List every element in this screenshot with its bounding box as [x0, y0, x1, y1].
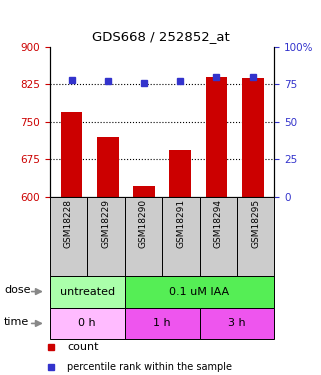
Text: 0 h: 0 h	[78, 318, 96, 328]
Text: 0.1 uM IAA: 0.1 uM IAA	[169, 286, 230, 297]
Bar	[125, 308, 200, 339]
Bar	[200, 197, 237, 276]
Bar	[125, 276, 274, 308]
Bar	[133, 186, 155, 197]
Bar	[87, 197, 125, 276]
Text: 3 h: 3 h	[228, 318, 246, 328]
Bar	[97, 137, 119, 197]
Text: GSM18290: GSM18290	[139, 199, 148, 248]
Bar	[61, 112, 82, 197]
Bar	[205, 77, 227, 197]
Bar	[169, 150, 191, 197]
Text: GSM18294: GSM18294	[214, 199, 223, 248]
Text: GDS668 / 252852_at: GDS668 / 252852_at	[91, 30, 230, 43]
Bar	[50, 308, 125, 339]
Text: percentile rank within the sample: percentile rank within the sample	[67, 362, 232, 372]
Text: time: time	[4, 317, 29, 327]
Bar	[162, 197, 200, 276]
Bar	[237, 197, 274, 276]
Bar	[50, 276, 125, 308]
Text: GSM18295: GSM18295	[251, 199, 260, 248]
Bar	[242, 78, 264, 197]
Text: GSM18229: GSM18229	[101, 199, 110, 248]
Text: GSM18228: GSM18228	[64, 199, 73, 248]
Bar	[200, 308, 274, 339]
Text: 1 h: 1 h	[153, 318, 171, 328]
Text: dose: dose	[4, 285, 30, 295]
Text: count: count	[67, 342, 99, 352]
Text: untreated: untreated	[60, 286, 115, 297]
Text: GSM18291: GSM18291	[176, 199, 185, 248]
Bar	[50, 197, 87, 276]
Bar	[125, 197, 162, 276]
